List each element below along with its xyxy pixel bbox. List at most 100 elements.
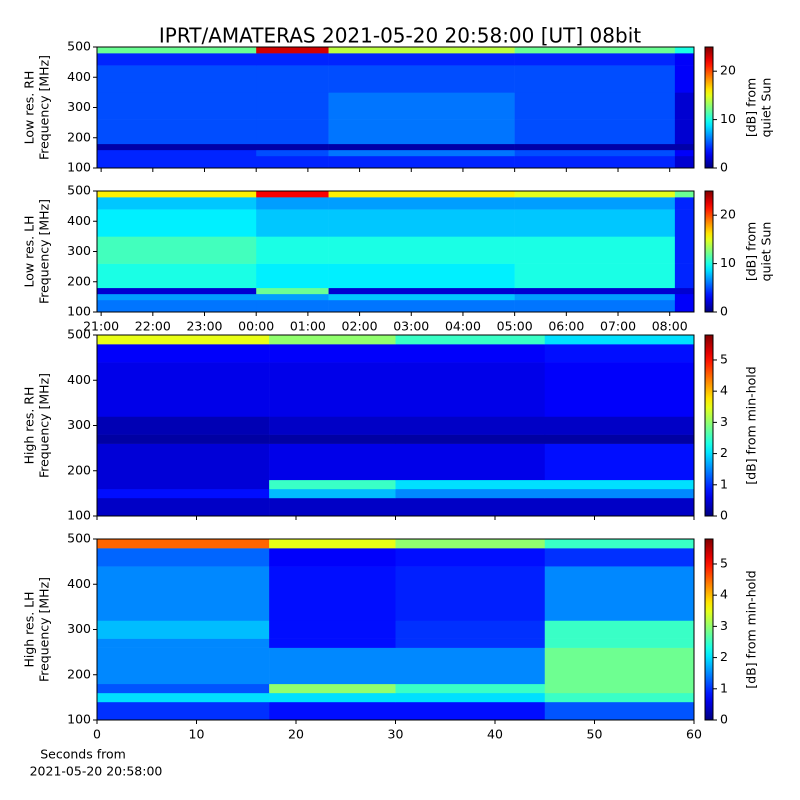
heat-cell — [97, 647, 270, 685]
heat-cell — [269, 443, 396, 481]
heat-cell — [256, 143, 329, 151]
heat-cell — [328, 92, 515, 120]
y-tick-label: 300 — [67, 243, 91, 258]
heat-cell — [256, 53, 329, 66]
heat-cell — [97, 566, 270, 621]
heat-cell — [674, 53, 695, 66]
heat-cell — [544, 479, 695, 490]
heat-cell — [544, 548, 695, 567]
x-tick-label: 60 — [686, 727, 702, 742]
y-tick-label: 100 — [67, 304, 91, 319]
x-tick-label: 50 — [587, 727, 603, 742]
x-tick-label: 01:00 — [290, 319, 326, 334]
heat-cell — [395, 647, 546, 685]
y-axis-label: Low res. RH — [22, 71, 37, 145]
colorbar-label: [dB] from min-hold — [744, 366, 759, 484]
y-tick-label: 500 — [67, 531, 91, 546]
x-tick-label: 02:00 — [342, 319, 378, 334]
y-axis-label: Frequency [MHz] — [37, 199, 52, 304]
heat-cell — [544, 344, 695, 363]
heat-cell — [674, 209, 695, 237]
heat-cell — [269, 362, 396, 417]
heat-cell — [97, 155, 257, 169]
heat-cell — [97, 488, 270, 499]
heat-cell — [674, 293, 695, 301]
heat-cell — [674, 143, 695, 151]
heat-cell — [269, 497, 396, 517]
x-tick-label: 30 — [388, 727, 404, 742]
heat-cell — [395, 566, 546, 621]
heat-cell — [395, 335, 546, 345]
heat-cell — [674, 299, 695, 313]
y-tick-label: 400 — [67, 576, 91, 591]
heat-cell — [256, 287, 329, 295]
heat-cell — [395, 488, 546, 499]
heat-cell — [328, 287, 515, 295]
heat-cell — [544, 434, 695, 444]
y-tick-label: 200 — [67, 666, 91, 681]
heat-cell — [328, 119, 515, 145]
heat-cell — [97, 119, 257, 145]
heat-cell — [328, 47, 515, 54]
heat-cell — [514, 293, 676, 301]
heat-cell — [97, 293, 257, 301]
heat-cell — [97, 362, 270, 417]
heat-cell — [395, 638, 546, 648]
heat-cell — [97, 344, 270, 363]
heat-cell — [97, 701, 270, 721]
x-tick-label: 22:00 — [135, 319, 171, 334]
heat-cell — [269, 434, 396, 444]
heat-cell — [256, 47, 329, 54]
heat-cell — [395, 434, 546, 444]
colorbar-label: [dB] from min-hold — [744, 570, 759, 688]
heat-cell — [269, 539, 396, 549]
colorbar-tick-label: 20 — [720, 63, 736, 78]
x-tick-label: 06:00 — [548, 319, 584, 334]
heat-cell — [97, 92, 257, 120]
heat-cell — [514, 47, 676, 54]
heat-cell — [97, 548, 270, 567]
heat-cell — [544, 335, 695, 345]
heat-cell — [269, 647, 396, 685]
heat-cell — [395, 479, 546, 490]
heat-cell — [269, 620, 396, 639]
y-axis-label: High res. LH — [22, 591, 37, 667]
heat-cell — [328, 65, 515, 93]
heat-cell — [328, 236, 515, 264]
heat-cell — [97, 692, 270, 703]
y-tick-label: 400 — [67, 69, 91, 84]
heat-cell — [97, 263, 257, 289]
y-tick-label: 200 — [67, 129, 91, 144]
heat-cell — [256, 65, 329, 93]
heat-cell — [256, 299, 329, 313]
heat-cell — [97, 683, 270, 694]
heat-cell — [514, 149, 676, 157]
heat-cell — [395, 344, 546, 363]
heat-cell — [674, 119, 695, 145]
heat-cell — [269, 548, 396, 567]
heat-cell — [256, 263, 329, 289]
heat-cell — [514, 263, 676, 289]
heat-cell — [395, 539, 546, 549]
heat-cell — [97, 335, 270, 345]
colorbar-tick-label: 20 — [720, 207, 736, 222]
heat-cell — [97, 539, 270, 549]
heat-cell — [97, 47, 257, 54]
heat-cell — [395, 620, 546, 639]
heat-cell — [269, 701, 396, 721]
heat-cell — [544, 620, 695, 639]
heat-cell — [395, 443, 546, 481]
colorbar — [704, 46, 714, 169]
heat-cell — [97, 479, 270, 490]
heat-cell — [514, 143, 676, 151]
heat-cell — [674, 191, 695, 198]
heat-cell — [674, 65, 695, 93]
heat-cell — [514, 92, 676, 120]
heat-cell — [674, 287, 695, 295]
heat-cell — [544, 647, 695, 685]
x-tick-label: 00:00 — [238, 319, 274, 334]
heat-cell — [256, 155, 329, 169]
colorbar — [704, 538, 714, 721]
heat-cell — [328, 293, 515, 301]
heat-cell — [97, 197, 257, 210]
